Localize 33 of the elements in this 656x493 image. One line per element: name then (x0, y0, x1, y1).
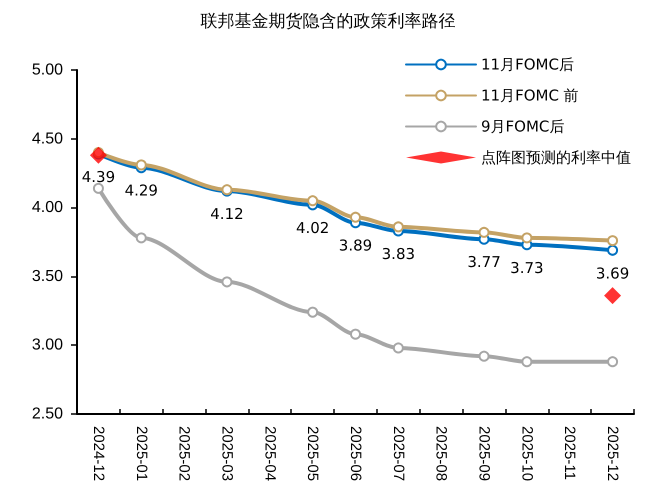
x-tick-label: 2025-03 (218, 426, 236, 482)
x-tick-label: 2025-06 (347, 426, 364, 482)
data-label: 3.83 (382, 244, 416, 263)
data-label: 3.89 (338, 236, 372, 255)
y-tick-label: 5.00 (32, 62, 64, 78)
x-tick-label: 2025-02 (176, 426, 193, 482)
legend-label: 11月FOMC后 (481, 56, 574, 74)
y-tick-label: 3.50 (32, 268, 64, 285)
data-label: 3.69 (596, 264, 630, 282)
data-label: 3.73 (510, 258, 544, 277)
data-label: 4.02 (296, 218, 330, 237)
x-tick-label: 2025-09 (476, 426, 493, 482)
data-label: 4.12 (210, 205, 244, 224)
x-tick-label: 2024-12 (90, 426, 107, 482)
data-label: 3.77 (467, 253, 501, 272)
x-tick-label: 2025-05 (304, 426, 322, 482)
x-tick-label: 2025-01 (132, 426, 150, 482)
data-label: 4.39 (82, 168, 116, 186)
legend-label: 11月FOMC 前 (481, 86, 579, 104)
data-label: 4.29 (124, 182, 158, 200)
y-tick-label: 2.50 (32, 406, 64, 422)
legend-label: 点阵图预测的利率中值 (481, 148, 631, 166)
x-tick-label: 2025-08 (432, 426, 450, 482)
chart-title: 联邦基金期货隐含的政策利率路径 (200, 12, 456, 32)
x-tick-label: 2025-11 (561, 426, 578, 480)
legend-label: 9月FOMC后 (481, 118, 564, 136)
y-tick-label: 4.00 (32, 199, 64, 216)
x-tick-label: 2025-07 (390, 426, 407, 482)
y-tick-label: 4.50 (32, 130, 64, 148)
x-tick-label: 2025-12 (604, 426, 622, 482)
y-tick-label: 3.00 (32, 336, 64, 354)
x-tick-label: 2025-10 (518, 426, 536, 482)
x-tick-label: 2025-04 (261, 426, 278, 482)
